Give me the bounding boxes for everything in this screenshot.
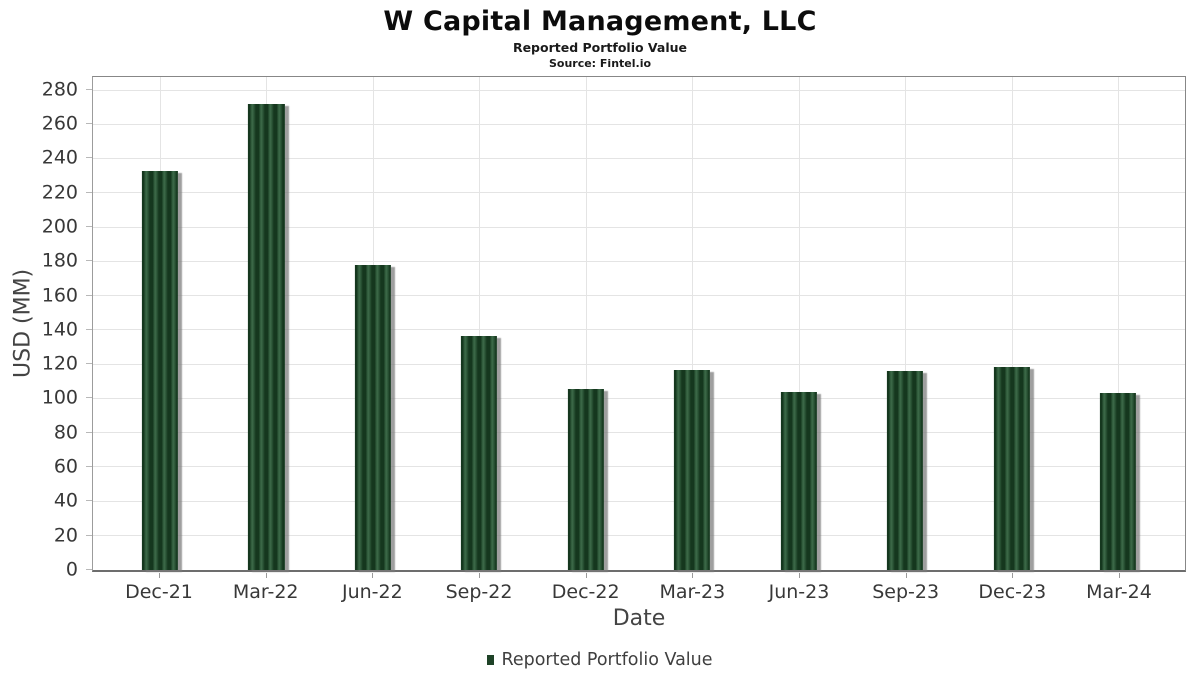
y-tick-label: 100 bbox=[41, 386, 78, 409]
bar-dec-22[interactable] bbox=[567, 389, 604, 570]
gridline-horizontal bbox=[93, 432, 1185, 434]
chart-header: W Capital Management, LLC Reported Portf… bbox=[0, 0, 1200, 70]
x-tick-mark bbox=[1012, 573, 1014, 578]
x-tick-label: Dec-21 bbox=[125, 581, 193, 603]
gridline-horizontal bbox=[93, 260, 1185, 262]
y-tick-mark bbox=[86, 397, 92, 399]
y-tick-label: 180 bbox=[41, 249, 78, 272]
legend-item-reported-portfolio-value[interactable]: Reported Portfolio Value bbox=[0, 646, 1200, 674]
gridline-horizontal bbox=[93, 397, 1185, 399]
x-tick-mark bbox=[798, 573, 800, 578]
y-tick-label: 140 bbox=[41, 318, 78, 341]
gridline-horizontal bbox=[93, 295, 1185, 297]
x-tick-mark bbox=[265, 573, 267, 578]
x-tick-mark bbox=[692, 573, 694, 578]
y-tick-label: 60 bbox=[53, 455, 78, 478]
gridline-horizontal bbox=[93, 192, 1185, 194]
x-tick-label: Sep-22 bbox=[445, 581, 513, 603]
y-tick-mark bbox=[86, 363, 92, 365]
y-tick-label: 0 bbox=[65, 558, 78, 581]
bar-dec-23[interactable] bbox=[993, 367, 1030, 570]
x-tick-label: Jun-22 bbox=[341, 581, 403, 603]
x-tick-mark bbox=[585, 573, 587, 578]
chart-subtitle: Reported Portfolio Value bbox=[512, 40, 688, 55]
gridline-horizontal bbox=[93, 123, 1185, 125]
bar-mar-22[interactable] bbox=[248, 103, 285, 570]
x-tick-mark bbox=[1118, 573, 1120, 578]
x-axis-title: Date bbox=[612, 606, 666, 631]
gridline-vertical bbox=[1011, 77, 1013, 570]
gridline-vertical bbox=[798, 77, 800, 570]
gridline-horizontal bbox=[93, 158, 1185, 160]
gridline-horizontal bbox=[93, 329, 1185, 331]
chart-source: Source: Fintel.io bbox=[548, 57, 652, 70]
gridline-vertical bbox=[1118, 77, 1120, 570]
y-tick-mark bbox=[86, 191, 92, 193]
x-tick-label: Dec-22 bbox=[551, 581, 620, 603]
x-tick-mark bbox=[479, 573, 480, 578]
y-tick-mark bbox=[86, 88, 92, 90]
y-tick-mark bbox=[86, 157, 92, 159]
y-axis: 0 20 40 60 80 100 120 140 160 180 200 220 240 260 280 bbox=[0, 76, 92, 579]
gridline-vertical bbox=[905, 77, 907, 570]
gridline-horizontal bbox=[93, 226, 1185, 228]
gridline-horizontal bbox=[93, 466, 1185, 468]
x-tick-label: Mar-23 bbox=[659, 581, 726, 603]
x-tick-label: Mar-22 bbox=[232, 581, 299, 603]
bar-jun-23[interactable] bbox=[780, 391, 817, 570]
bar-jun-22[interactable] bbox=[354, 265, 391, 570]
y-tick-mark bbox=[86, 328, 92, 330]
gridline-horizontal bbox=[93, 363, 1185, 365]
y-tick-mark bbox=[86, 500, 92, 502]
bar-dec-21[interactable] bbox=[141, 171, 178, 570]
legend-label: Reported Portfolio Value bbox=[501, 650, 713, 670]
y-tick-mark bbox=[86, 534, 92, 536]
y-tick-label: 200 bbox=[41, 215, 78, 238]
y-tick-label: 240 bbox=[41, 146, 78, 169]
gridline-horizontal bbox=[93, 89, 1185, 91]
y-tick-label: 280 bbox=[41, 78, 78, 101]
gridline-horizontal bbox=[93, 534, 1185, 536]
x-axis: Dec-21 Mar-22 Jun-22 Sep-22 Dec-22 Mar-23 Jun-… bbox=[92, 572, 1186, 604]
bar-mar-23[interactable] bbox=[674, 369, 711, 570]
y-tick-mark bbox=[86, 294, 92, 296]
x-tick-label: Mar-24 bbox=[1086, 581, 1152, 603]
y-tick-mark bbox=[86, 225, 92, 227]
gridline-horizontal bbox=[93, 500, 1185, 502]
y-tick-mark bbox=[86, 431, 92, 433]
y-tick-mark bbox=[86, 123, 92, 125]
y-tick-label: 260 bbox=[41, 112, 78, 135]
y-tick-label: 40 bbox=[53, 489, 78, 512]
x-tick-label: Sep-23 bbox=[872, 581, 940, 603]
gridline-vertical bbox=[692, 77, 694, 570]
y-tick-label: 20 bbox=[53, 524, 78, 547]
y-tick-mark bbox=[86, 466, 92, 468]
x-tick-mark bbox=[905, 573, 907, 578]
y-tick-label: 80 bbox=[53, 421, 78, 444]
y-tick-label: 160 bbox=[41, 284, 78, 307]
y-tick-label: 120 bbox=[41, 352, 78, 375]
bar-mar-24[interactable] bbox=[1100, 392, 1137, 570]
y-tick-label: 220 bbox=[41, 181, 78, 204]
chart-title: W Capital Management, LLC bbox=[383, 6, 817, 37]
legend-marker-icon bbox=[487, 655, 495, 665]
gridline-vertical bbox=[479, 77, 481, 570]
x-tick-label: Jun-23 bbox=[768, 581, 830, 603]
plot-area bbox=[92, 76, 1186, 572]
bar-sep-23[interactable] bbox=[887, 370, 924, 570]
y-tick-mark bbox=[86, 260, 92, 262]
gridline-vertical bbox=[585, 77, 587, 570]
x-tick-mark bbox=[159, 573, 160, 578]
y-tick-mark bbox=[86, 569, 92, 570]
x-tick-mark bbox=[372, 573, 374, 578]
bar-sep-22[interactable] bbox=[461, 336, 498, 570]
x-tick-label: Dec-23 bbox=[978, 581, 1047, 603]
